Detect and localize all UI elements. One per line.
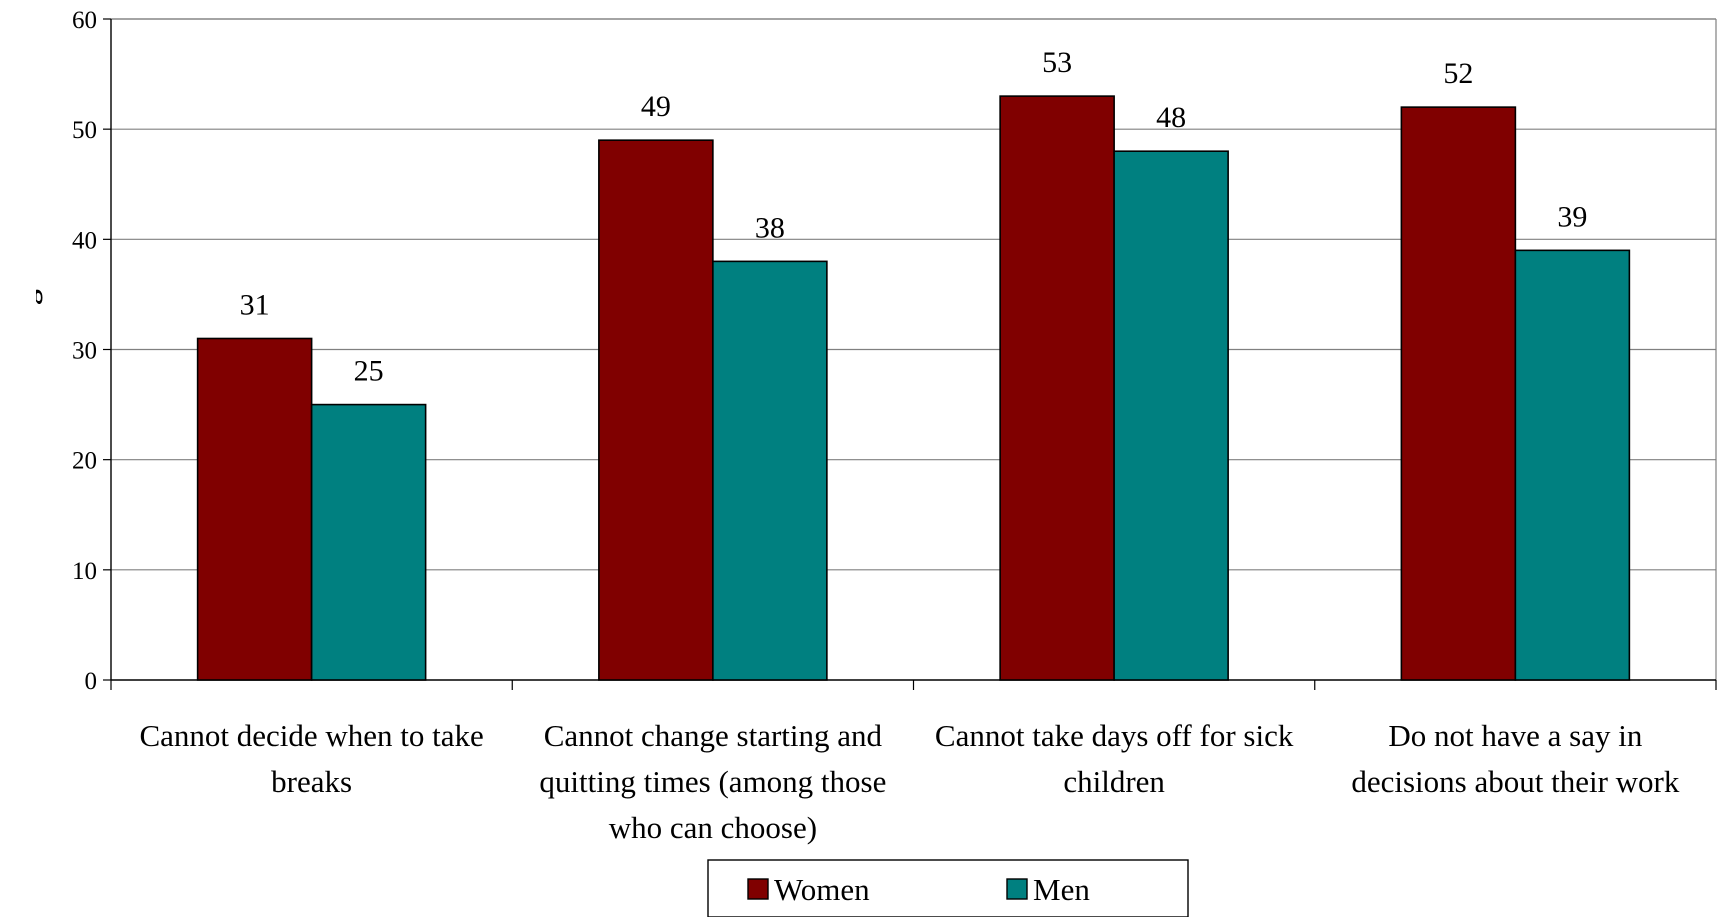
y-axis-title: Percentage of working caregivers who	[8, 83, 43, 586]
y-tick-label: 20	[72, 448, 97, 475]
legend-label-men: Men	[1033, 872, 1090, 907]
x-category-label: quitting times (among those	[539, 764, 886, 799]
legend-swatch-women	[747, 878, 769, 900]
legend-label-women: Women	[774, 872, 870, 907]
y-tick-label: 30	[72, 338, 97, 365]
bar-women	[598, 139, 714, 681]
bar-men	[1113, 150, 1229, 681]
y-tick-label: 60	[72, 7, 97, 34]
bar-men	[310, 403, 427, 681]
data-label: 49	[641, 90, 671, 123]
bar-women	[1400, 106, 1517, 681]
x-category-label: Do not have a say in	[1388, 718, 1642, 753]
y-tick-label: 0	[85, 668, 98, 695]
data-label: 39	[1557, 200, 1587, 233]
data-label: 38	[755, 211, 785, 244]
x-category-label: breaks	[271, 764, 352, 799]
data-label: 31	[240, 288, 270, 321]
legend-swatch-men	[1006, 878, 1028, 900]
y-tick-label: 10	[72, 558, 97, 585]
x-category-label: Cannot change starting and	[544, 718, 883, 753]
x-category-label: Cannot take days off for sick	[935, 718, 1294, 753]
data-label: 25	[354, 355, 384, 388]
bar-women	[196, 337, 313, 681]
x-category-label: decisions about their work	[1351, 764, 1680, 799]
bar-women	[999, 95, 1115, 681]
y-tick-label: 40	[72, 227, 97, 254]
x-category-label: Cannot decide when to take	[139, 718, 483, 753]
x-category-label: children	[1063, 764, 1165, 799]
data-label: 52	[1443, 57, 1473, 90]
data-label: 48	[1156, 101, 1186, 134]
data-label: 53	[1042, 46, 1072, 79]
y-tick-label: 50	[72, 117, 97, 144]
bar-men	[712, 260, 828, 681]
bar-men	[1514, 249, 1631, 681]
x-category-label: who can choose)	[609, 810, 817, 845]
